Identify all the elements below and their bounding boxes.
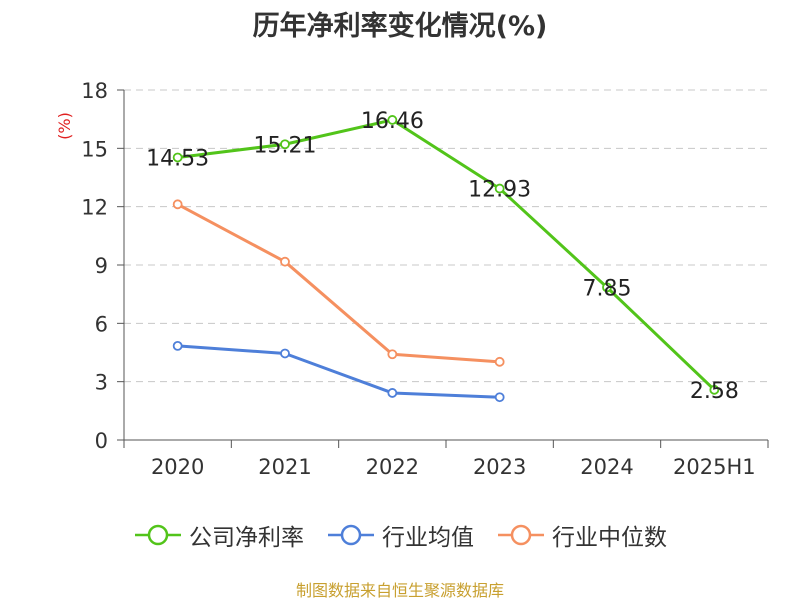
x-tick-label: 2021: [258, 455, 311, 479]
data-label: 15.21: [254, 133, 317, 158]
y-tick-label: 12: [81, 196, 108, 220]
grid-layer: [124, 89, 768, 383]
data-point: [172, 340, 183, 351]
legend-swatch-industry-median: [498, 524, 544, 546]
legend-item-industry-mean[interactable]: 行业均值: [326, 518, 474, 552]
series-layer: [172, 115, 720, 403]
y-tick-label: 9: [95, 254, 108, 278]
data-label: 16.46: [361, 109, 424, 134]
data-point: [494, 392, 505, 403]
label-layer: 14.53 15.21 16.46 12.93 7.85 2.58: [146, 109, 739, 404]
legend-label-industry-median: 行业中位数: [552, 525, 667, 551]
legend-item-industry-median[interactable]: 行业中位数: [496, 518, 667, 552]
axis-layer: 0 3 6 9 12 15 18 2020 2021 2022 2023 2024 2025H1: [81, 79, 769, 479]
data-point: [387, 388, 398, 398]
x-tick-label: 2024: [580, 455, 633, 479]
legend-label-company: 公司净利率: [189, 525, 304, 551]
data-point: [280, 139, 290, 150]
x-tick-label: 2020: [151, 455, 204, 479]
legend-item-company[interactable]: 公司净利率: [133, 518, 304, 552]
data-point: [280, 256, 290, 267]
y-tick-label: 6: [95, 312, 108, 336]
x-tick-label: 2022: [366, 455, 419, 479]
chart-title: 历年净利率变化情况(%): [252, 11, 548, 42]
data-label: 12.93: [468, 178, 531, 203]
data-label: 14.53: [146, 146, 209, 171]
data-point: [172, 199, 183, 210]
data-point: [387, 115, 398, 125]
source-note: 制图数据来自恒生聚源数据库: [295, 581, 504, 600]
data-label: 2.58: [690, 379, 739, 404]
series-line-1: [177, 344, 500, 399]
data-point: [494, 356, 505, 367]
legend: 公司净利率 行业均值 行业中位数: [0, 518, 800, 552]
y-tick-label: 15: [81, 137, 108, 161]
legend-swatch-company: [135, 524, 181, 546]
data-label: 7.85: [583, 276, 632, 301]
x-tick-label: 2023: [473, 455, 526, 479]
y-axis-label: (%): [55, 112, 74, 140]
data-point: [280, 348, 290, 359]
y-tick-label: 0: [95, 429, 108, 453]
series-line-0: [177, 118, 716, 391]
data-point: [709, 384, 720, 395]
data-point: [172, 152, 183, 163]
data-point: [602, 282, 612, 293]
legend-swatch-industry-mean: [328, 524, 374, 546]
data-point: [387, 349, 398, 360]
data-point: [494, 183, 505, 194]
series-line-2: [176, 203, 500, 364]
y-tick-label: 3: [95, 371, 108, 395]
legend-label-industry-mean: 行业均值: [382, 525, 474, 551]
x-tick-label: 2025H1: [673, 455, 756, 479]
y-tick-label: 18: [81, 79, 108, 103]
